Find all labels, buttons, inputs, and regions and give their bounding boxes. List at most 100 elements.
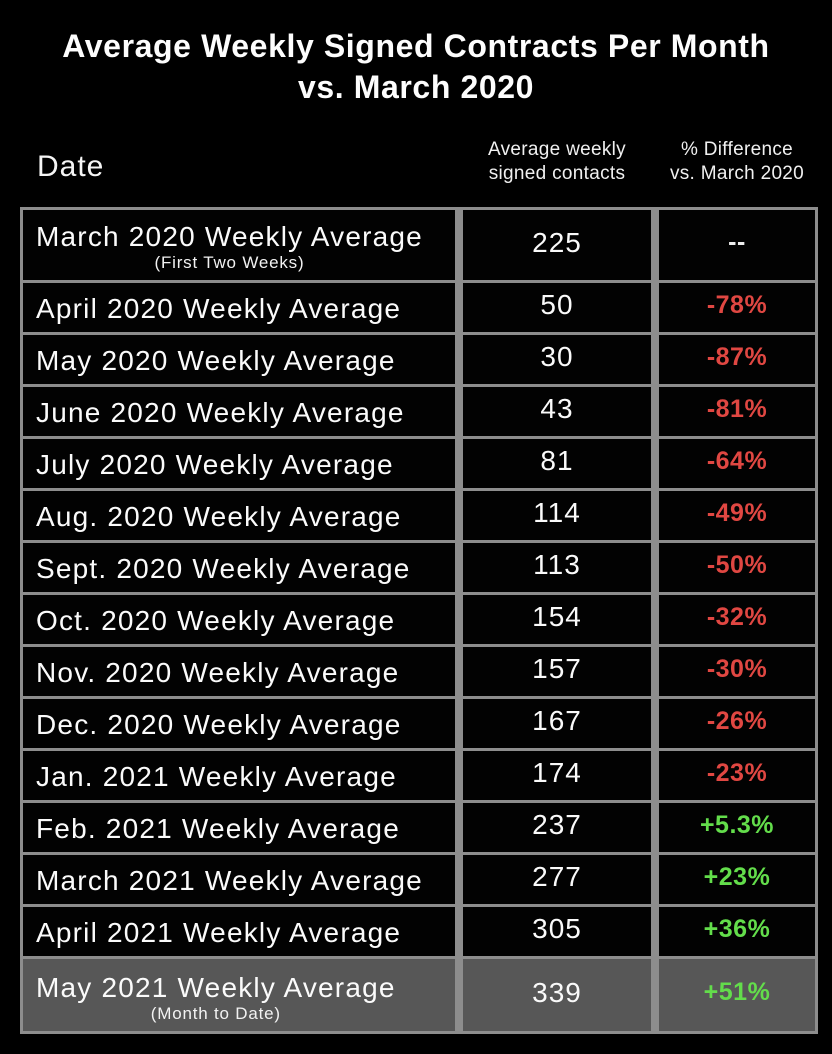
page-title: Average Weekly Signed Contracts Per Mont…	[0, 0, 832, 108]
date-cell: April 2020 Weekly Average	[23, 283, 455, 332]
value-cell: 277	[463, 855, 651, 904]
date-block: May 2021 Weekly Average (Month to Date)	[36, 972, 396, 1024]
date-cell: March 2020 Weekly Average (First Two Wee…	[23, 210, 455, 280]
value-cell: 113	[463, 543, 651, 592]
value-text: 114	[533, 497, 581, 528]
value-cell: 225	[463, 210, 651, 280]
contracts-table: March 2020 Weekly Average (First Two Wee…	[20, 207, 818, 1034]
date-cell: Sept. 2020 Weekly Average	[23, 543, 455, 592]
diff-cell: -49%	[659, 491, 815, 540]
page-title-line2: vs. March 2020	[297, 69, 535, 105]
column-header-date: Date	[37, 150, 105, 183]
value-text: 305	[532, 913, 582, 944]
date-label: Dec. 2020 Weekly Average	[36, 709, 402, 740]
diff-text: -30%	[706, 654, 768, 683]
date-label: Jan. 2021 Weekly Average	[36, 761, 397, 792]
diff-cell: -30%	[659, 647, 815, 696]
date-block: Nov. 2020 Weekly Average	[36, 657, 399, 689]
value-text: 50	[540, 289, 574, 320]
diff-cell: --	[659, 210, 815, 280]
date-label: April 2021 Weekly Average	[36, 917, 402, 948]
value-text: 30	[540, 341, 574, 372]
date-block: June 2020 Weekly Average	[36, 397, 405, 429]
table-header: Date Average weekly signed contacts % Di…	[23, 134, 832, 186]
diff-cell: +36%	[659, 907, 815, 956]
value-cell: 237	[463, 803, 651, 852]
diff-cell: -26%	[659, 699, 815, 748]
diff-text: -49%	[706, 498, 768, 527]
date-label: Nov. 2020 Weekly Average	[36, 657, 400, 688]
value-text: 113	[533, 549, 581, 580]
diff-cell: +23%	[659, 855, 815, 904]
date-subtitle: (Month to Date)	[150, 1004, 281, 1023]
diff-cell: -32%	[659, 595, 815, 644]
date-cell: Oct. 2020 Weekly Average	[23, 595, 455, 644]
value-cell: 174	[463, 751, 651, 800]
date-label: Sept. 2020 Weekly Average	[36, 553, 411, 584]
diff-text: +5.3%	[699, 810, 775, 839]
value-cell: 81	[463, 439, 651, 488]
diff-text: +51%	[703, 978, 771, 1006]
date-label: July 2020 Weekly Average	[36, 449, 394, 480]
diff-text: -50%	[706, 550, 768, 579]
date-block: May 2020 Weekly Average	[36, 345, 396, 377]
date-label: June 2020 Weekly Average	[36, 397, 405, 428]
column-header-avg-weekly-line1: Average weekly	[488, 139, 626, 160]
date-cell: Feb. 2021 Weekly Average	[23, 803, 455, 852]
diff-text: -23%	[706, 758, 768, 787]
value-cell: 339	[463, 959, 651, 1031]
date-block: Dec. 2020 Weekly Average	[36, 709, 402, 741]
date-block: March 2021 Weekly Average	[36, 865, 423, 897]
date-block: March 2020 Weekly Average (First Two Wee…	[36, 221, 423, 273]
diff-text: -64%	[706, 446, 768, 475]
date-cell: May 2021 Weekly Average (Month to Date)	[23, 959, 455, 1031]
value-cell: 30	[463, 335, 651, 384]
diff-text: --	[728, 228, 746, 256]
value-text: 157	[532, 653, 582, 684]
value-text: 167	[532, 705, 582, 736]
column-header-pct-difference-line1: % Difference	[680, 139, 794, 160]
date-cell: Nov. 2020 Weekly Average	[23, 647, 455, 696]
diff-cell: -78%	[659, 283, 815, 332]
date-block: April 2020 Weekly Average	[36, 293, 401, 325]
column-header-avg-weekly: Average weekly signed contacts	[463, 138, 651, 186]
date-cell: Jan. 2021 Weekly Average	[23, 751, 455, 800]
diff-cell: -23%	[659, 751, 815, 800]
value-text: 81	[540, 445, 574, 476]
value-cell: 167	[463, 699, 651, 748]
date-label: March 2020 Weekly Average	[36, 221, 423, 252]
date-subtitle: (First Two Weeks)	[154, 253, 305, 272]
diff-text: -87%	[706, 342, 768, 371]
diff-cell: -87%	[659, 335, 815, 384]
diff-text: -26%	[706, 706, 768, 735]
diff-cell: -81%	[659, 387, 815, 436]
diff-cell: -50%	[659, 543, 815, 592]
value-text: 154	[532, 601, 582, 632]
diff-text: +23%	[703, 862, 771, 891]
value-text: 237	[532, 809, 582, 840]
value-text: 277	[532, 861, 582, 892]
date-block: Sept. 2020 Weekly Average	[36, 553, 411, 585]
date-cell: Dec. 2020 Weekly Average	[23, 699, 455, 748]
date-label: Aug. 2020 Weekly Average	[36, 501, 402, 532]
date-block: July 2020 Weekly Average	[36, 449, 394, 481]
date-block: Aug. 2020 Weekly Average	[36, 501, 402, 533]
date-block: Feb. 2021 Weekly Average	[36, 813, 400, 845]
date-label: March 2021 Weekly Average	[36, 865, 423, 896]
date-block: April 2021 Weekly Average	[36, 917, 401, 949]
value-cell: 50	[463, 283, 651, 332]
value-text: 339	[532, 976, 582, 1008]
date-cell: March 2021 Weekly Average	[23, 855, 455, 904]
date-cell: May 2020 Weekly Average	[23, 335, 455, 384]
value-text: 174	[532, 757, 582, 788]
value-cell: 305	[463, 907, 651, 956]
diff-text: -81%	[706, 394, 768, 423]
date-block: Jan. 2021 Weekly Average	[36, 761, 397, 793]
diff-text: -32%	[706, 602, 768, 631]
column-header-pct-difference-line2: vs. March 2020	[669, 163, 805, 184]
value-cell: 43	[463, 387, 651, 436]
value-cell: 114	[463, 491, 651, 540]
date-cell: June 2020 Weekly Average	[23, 387, 455, 436]
page-title-line1: Average Weekly Signed Contracts Per Mont…	[62, 28, 770, 64]
value-text: 43	[540, 393, 574, 424]
